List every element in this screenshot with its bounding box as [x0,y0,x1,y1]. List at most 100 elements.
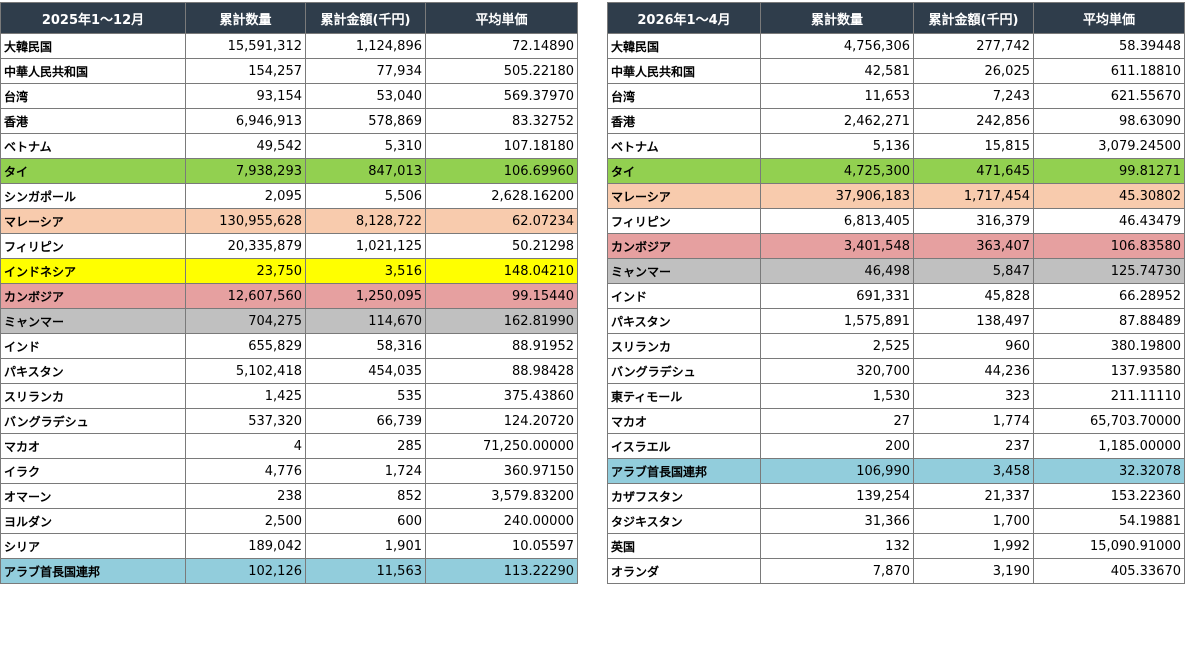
amount-cell: 8,128,722 [305,208,426,234]
quantity-cell: 154,257 [185,58,306,84]
country-cell: ヨルダン [0,508,186,534]
table-row: インドネシア 23,750 3,516 148.04210 [0,258,578,284]
quantity-cell: 189,042 [185,533,306,559]
table-row: 台湾 11,653 7,243 621.55670 [607,83,1185,109]
country-cell: バングラデシュ [0,408,186,434]
unit-price-header: 平均単価 [1033,2,1185,34]
quantity-cell: 93,154 [185,83,306,109]
amount-cell: 600 [305,508,426,534]
amount-cell: 26,025 [913,58,1034,84]
country-cell: パキスタン [0,358,186,384]
amount-cell: 316,379 [913,208,1034,234]
unit-price-cell: 65,703.70000 [1033,408,1185,434]
unit-price-cell: 99.15440 [425,283,578,309]
quantity-cell: 655,829 [185,333,306,359]
unit-price-header: 平均単価 [425,2,578,34]
unit-price-cell: 45.30802 [1033,183,1185,209]
country-cell: 英国 [607,533,761,559]
quantity-cell: 4,756,306 [760,33,914,59]
amount-cell: 21,337 [913,483,1034,509]
table-row: 大韓民国 4,756,306 277,742 58.39448 [607,33,1185,59]
table-row: アラブ首長国連邦 106,990 3,458 32.32078 [607,458,1185,484]
amount-cell: 323 [913,383,1034,409]
unit-price-cell: 10.05597 [425,533,578,559]
amount-cell: 53,040 [305,83,426,109]
country-cell: 大韓民国 [0,33,186,59]
quantity-cell: 106,990 [760,458,914,484]
unit-price-cell: 72.14890 [425,33,578,59]
country-cell: 中華人民共和国 [0,58,186,84]
quantity-cell: 200 [760,433,914,459]
table-row: 香港 6,946,913 578,869 83.32752 [0,108,578,134]
table-row: シンガポール 2,095 5,506 2,628.16200 [0,183,578,209]
amount-cell: 471,645 [913,158,1034,184]
amount-cell: 5,506 [305,183,426,209]
quantity-cell: 704,275 [185,308,306,334]
unit-price-cell: 125.74730 [1033,258,1185,284]
amount-cell: 847,013 [305,158,426,184]
amount-cell: 277,742 [913,33,1034,59]
table-row: 香港 2,462,271 242,856 98.63090 [607,108,1185,134]
quantity-cell: 31,366 [760,508,914,534]
amount-cell: 5,310 [305,133,426,159]
table-row: パキスタン 5,102,418 454,035 88.98428 [0,358,578,384]
country-cell: インド [0,333,186,359]
amount-cell: 1,021,125 [305,233,426,259]
quantity-cell: 27 [760,408,914,434]
amount-cell: 44,236 [913,358,1034,384]
table-row: マレーシア 130,955,628 8,128,722 62.07234 [0,208,578,234]
table-row: タジキスタン 31,366 1,700 54.19881 [607,508,1185,534]
quantity-cell: 1,425 [185,383,306,409]
table-body: 大韓民国 4,756,306 277,742 58.39448 中華人民共和国 42,58… [607,33,1185,584]
amount-cell: 1,124,896 [305,33,426,59]
table-row: 東ティモール 1,530 323 211.11110 [607,383,1185,409]
country-cell: カンボジア [607,233,761,259]
table-row: オランダ 7,870 3,190 405.33670 [607,558,1185,584]
quantity-cell: 238 [185,483,306,509]
amount-cell: 363,407 [913,233,1034,259]
unit-price-cell: 107.18180 [425,133,578,159]
unit-price-cell: 240.00000 [425,508,578,534]
amount-cell: 1,992 [913,533,1034,559]
unit-price-cell: 98.63090 [1033,108,1185,134]
unit-price-cell: 66.28952 [1033,283,1185,309]
table-row: シリア 189,042 1,901 10.05597 [0,533,578,559]
amount-cell: 578,869 [305,108,426,134]
unit-price-cell: 569.37970 [425,83,578,109]
unit-price-cell: 1,185.00000 [1033,433,1185,459]
unit-price-cell: 148.04210 [425,258,578,284]
country-cell: イラク [0,458,186,484]
table-row: ミャンマー 46,498 5,847 125.74730 [607,258,1185,284]
quantity-header: 累計数量 [185,2,306,34]
unit-price-cell: 88.98428 [425,358,578,384]
country-cell: タジキスタン [607,508,761,534]
unit-price-cell: 83.32752 [425,108,578,134]
unit-price-cell: 106.69960 [425,158,578,184]
quantity-cell: 4,725,300 [760,158,914,184]
table-row: タイ 4,725,300 471,645 99.81271 [607,158,1185,184]
amount-cell: 138,497 [913,308,1034,334]
unit-price-cell: 611.18810 [1033,58,1185,84]
unit-price-cell: 58.39448 [1033,33,1185,59]
quantity-cell: 6,813,405 [760,208,914,234]
quantity-cell: 130,955,628 [185,208,306,234]
table-body: 大韓民国 15,591,312 1,124,896 72.14890 中華人民共和国 15… [0,33,578,584]
country-cell: 台湾 [0,83,186,109]
quantity-cell: 2,525 [760,333,914,359]
amount-cell: 1,717,454 [913,183,1034,209]
country-cell: インド [607,283,761,309]
amount-cell: 15,815 [913,133,1034,159]
country-cell: ベトナム [0,133,186,159]
unit-price-cell: 88.91952 [425,333,578,359]
unit-price-cell: 375.43860 [425,383,578,409]
table-row: イスラエル 200 237 1,185.00000 [607,433,1185,459]
table-row: 中華人民共和国 42,581 26,025 611.18810 [607,58,1185,84]
unit-price-cell: 162.81990 [425,308,578,334]
country-cell: 香港 [0,108,186,134]
country-cell: フィリピン [0,233,186,259]
quantity-cell: 102,126 [185,558,306,584]
country-cell: パキスタン [607,308,761,334]
quantity-cell: 49,542 [185,133,306,159]
table-row: タイ 7,938,293 847,013 106.69960 [0,158,578,184]
amount-cell: 535 [305,383,426,409]
